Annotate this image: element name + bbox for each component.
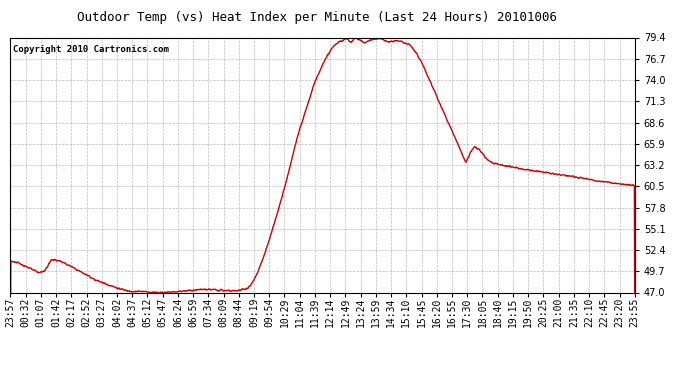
Text: Copyright 2010 Cartronics.com: Copyright 2010 Cartronics.com xyxy=(14,45,169,54)
Text: Outdoor Temp (vs) Heat Index per Minute (Last 24 Hours) 20101006: Outdoor Temp (vs) Heat Index per Minute … xyxy=(77,11,558,24)
